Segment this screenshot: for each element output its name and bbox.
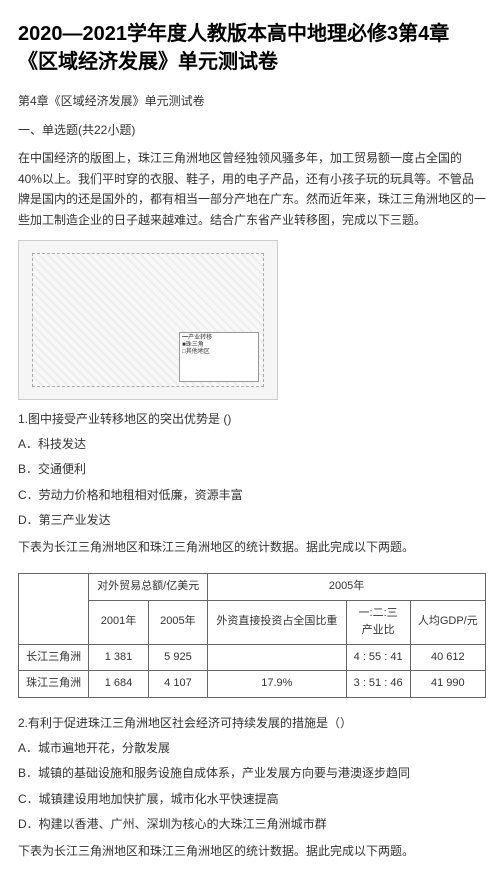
q1-option-b: B．交通便利	[18, 460, 486, 479]
row2-label: 珠江三角洲	[19, 671, 89, 698]
row2-c2: 4 107	[148, 671, 207, 698]
question-2-text: 2.有利于促进珠江三角洲地区社会经济可持续发展的措施是（）	[18, 714, 486, 733]
row1-c1: 1 381	[89, 644, 148, 671]
q2-option-a: A．城市遍地开花，分散发展	[18, 739, 486, 758]
th-fdi: 外资直接投资占全国比重	[208, 600, 346, 644]
passage-1: 在中国经济的版图上，珠江三角洲地区曾经独领风骚多年，加工贸易额一度占全国的40%…	[18, 148, 486, 230]
row2-c1: 1 684	[89, 671, 148, 698]
q2-option-d: D．构建以香港、广州、深圳为核心的大珠江三角洲城市群	[18, 815, 486, 834]
row1-c3	[208, 644, 346, 671]
row2-c5: 41 990	[410, 671, 485, 698]
q2-option-b: B．城镇的基础设施和服务设施自成体系，产业发展方向要与港澳逐步趋同	[18, 764, 486, 783]
q1-option-a: A．科技发达	[18, 435, 486, 454]
table-intro: 下表为长江三角洲地区和珠江三角洲地区的统计数据。据此完成以下两题。	[18, 538, 486, 557]
th-2001: 2001年	[89, 600, 148, 644]
th-2005b: 2005年	[148, 600, 207, 644]
th-blank	[19, 574, 89, 645]
page-title: 2020—2021学年度人教版本高中地理必修3第4章《区域经济发展》单元测试卷	[18, 20, 486, 76]
footer-text: 下表为长江三角洲地区和珠江三角洲地区的统计数据。据此完成以下两题。	[18, 842, 486, 861]
row1-label: 长江三角洲	[19, 644, 89, 671]
subtitle: 第4章《区域经济发展》单元测试卷	[18, 92, 486, 111]
q1-option-d: D．第三产业发达	[18, 511, 486, 530]
row1-c2: 5 925	[148, 644, 207, 671]
question-1-text: 1.图中接受产业转移地区的突出优势是 ()	[18, 410, 486, 429]
data-table: 对外贸易总额/亿美元 2005年 2001年 2005年 外资直接投资占全国比重…	[18, 573, 486, 698]
data-table-wrap: 对外贸易总额/亿美元 2005年 2001年 2005年 外资直接投资占全国比重…	[18, 565, 486, 706]
q1-option-c: C．劳动力价格和地租相对低廉，资源丰富	[18, 486, 486, 505]
th-gdp: 人均GDP/元	[410, 600, 485, 644]
map-figure: ━产业转移 ■珠三角 □其他地区	[18, 240, 278, 400]
section-label: 一、单选题(共22小题)	[18, 121, 486, 140]
map-graphic: ━产业转移 ■珠三角 □其他地区	[32, 253, 264, 387]
th-trade: 对外贸易总额/亿美元	[89, 574, 208, 601]
row1-c5: 40 612	[410, 644, 485, 671]
map-legend: ━产业转移 ■珠三角 □其他地区	[179, 332, 259, 382]
q2-option-c: C．城镇建设用地加快扩展，城市化水平快速提高	[18, 790, 486, 809]
row1-c4: 4 : 55 : 41	[346, 644, 410, 671]
th-industry: 一:二:三产业比	[346, 600, 410, 644]
row2-c3: 17.9%	[208, 671, 346, 698]
th-2005: 2005年	[208, 574, 486, 601]
row2-c4: 3 : 51 : 46	[346, 671, 410, 698]
